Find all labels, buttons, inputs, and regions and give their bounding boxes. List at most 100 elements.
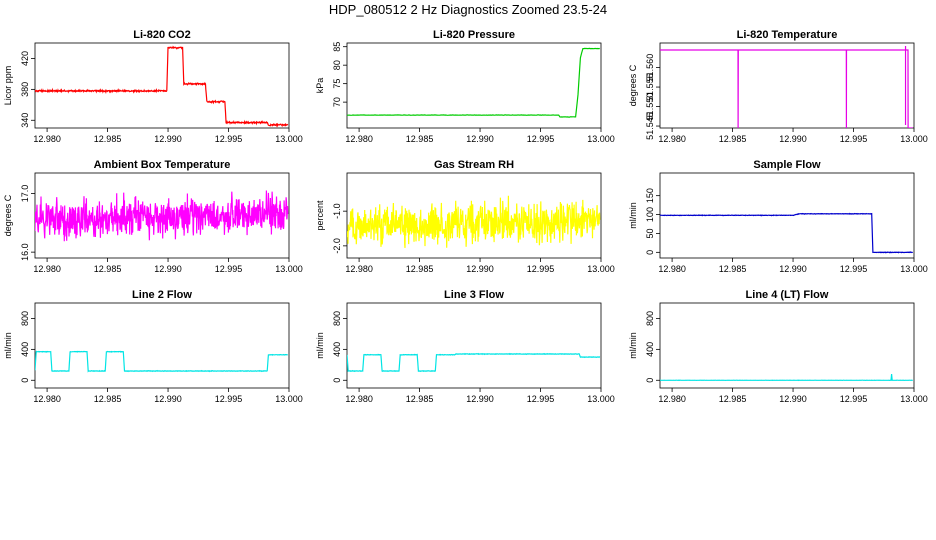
- panel-grid: Li-820 CO2 12.980 12.985 12.990 12.995 13.000…: [3, 29, 928, 404]
- x-tick-label: 12.985: [94, 394, 122, 404]
- x-tick-label: 12.980: [345, 394, 373, 404]
- y-tick-label: 51.545: [645, 112, 655, 140]
- y-tick-label: 51.560: [645, 54, 655, 82]
- chart-title: Sample Flow: [753, 159, 821, 171]
- chart-title: Gas Stream RH: [434, 159, 514, 171]
- x-tick-label: 12.995: [840, 394, 868, 404]
- y-tick-label: 70: [332, 97, 342, 107]
- y-tick-label: 51.550: [645, 93, 655, 121]
- chart-panel-1: Li-820 CO2 12.980 12.985 12.990 12.995 13.000…: [3, 29, 303, 144]
- y-tick-label: 340: [20, 113, 30, 128]
- x-tick-label: 12.995: [527, 394, 555, 404]
- y-tick-label: 16.0: [20, 243, 30, 261]
- y-tick-label: 400: [20, 342, 30, 357]
- x-tick-label: 12.990: [466, 134, 494, 144]
- y-axis-label: ml/min: [3, 332, 13, 359]
- chart-title: Line 4 (LT) Flow: [746, 289, 829, 301]
- x-tick-label: 12.995: [527, 134, 555, 144]
- y-tick-label: -1.0: [332, 203, 342, 219]
- x-tick-label: 12.990: [154, 264, 182, 274]
- chart-panel-5: Gas Stream RH 12.980 12.985 12.990 12.995 13.…: [315, 159, 615, 274]
- x-tick-label: 12.995: [840, 134, 868, 144]
- y-tick-label: 380: [20, 82, 30, 97]
- x-tick-label: 13.000: [587, 134, 615, 144]
- x-tick-label: 12.980: [658, 394, 686, 404]
- x-tick-label: 12.985: [719, 394, 747, 404]
- plot-frame: [34, 302, 290, 389]
- y-tick-label: 0: [20, 378, 30, 383]
- chart-title: Li-820 CO2: [133, 29, 190, 41]
- x-tick-label: 13.000: [587, 394, 615, 404]
- x-tick-label: 12.985: [719, 264, 747, 274]
- series-line: [660, 212, 913, 254]
- x-tick-label: 13.000: [275, 394, 303, 404]
- series-line: [35, 350, 288, 373]
- y-tick-label: 51.555: [645, 73, 655, 101]
- x-tick-label: 13.000: [900, 394, 928, 404]
- y-tick-label: 80: [332, 60, 342, 70]
- series-line: [347, 195, 601, 248]
- y-tick-label: 150: [645, 188, 655, 203]
- y-tick-label: 75: [332, 79, 342, 89]
- x-tick-label: 13.000: [900, 264, 928, 274]
- y-axis-label: degrees C: [3, 194, 13, 236]
- plot-frame: [34, 42, 290, 129]
- plot-frame: [659, 42, 915, 129]
- series-line: [35, 45, 289, 128]
- y-tick-label: 0: [645, 250, 655, 255]
- y-axis-label: ml/min: [315, 332, 325, 359]
- x-tick-label: 12.995: [527, 264, 555, 274]
- x-tick-label: 12.990: [779, 134, 807, 144]
- series-line: [347, 352, 601, 373]
- chart-panel-2: Li-820 Pressure 12.980 12.985 12.990 12.995 1…: [315, 29, 615, 144]
- x-tick-label: 12.990: [779, 394, 807, 404]
- plot-frame: [659, 172, 915, 259]
- y-tick-label: 0: [645, 378, 655, 383]
- plot-frame: [346, 172, 602, 259]
- plot-frame: [346, 302, 602, 389]
- plot-frame: [659, 302, 915, 389]
- y-axis-label: percent: [315, 200, 325, 231]
- y-tick-label: 85: [332, 42, 342, 52]
- x-tick-label: 12.990: [154, 134, 182, 144]
- y-axis-label: kPa: [315, 78, 325, 94]
- series-line: [347, 47, 600, 118]
- x-tick-label: 12.990: [466, 394, 494, 404]
- x-tick-label: 13.000: [587, 264, 615, 274]
- y-axis-label: degrees C: [628, 64, 638, 106]
- series-line: [35, 190, 289, 242]
- x-tick-label: 12.980: [33, 264, 61, 274]
- y-tick-label: 800: [332, 311, 342, 326]
- y-tick-label: 0: [332, 378, 342, 383]
- x-tick-label: 12.985: [406, 394, 434, 404]
- y-tick-label: 800: [645, 311, 655, 326]
- chart-panel-7: Line 2 Flow 12.980 12.985 12.990 12.995 13.00…: [3, 289, 303, 404]
- y-axis-label: ml/min: [628, 332, 638, 359]
- x-tick-label: 13.000: [275, 134, 303, 144]
- y-tick-label: 50: [645, 228, 655, 238]
- x-tick-label: 12.980: [658, 134, 686, 144]
- x-tick-label: 12.995: [215, 134, 243, 144]
- chart-title: Line 2 Flow: [132, 289, 192, 301]
- x-tick-label: 12.980: [658, 264, 686, 274]
- series-line: [660, 49, 913, 128]
- series-line: [660, 374, 913, 382]
- x-tick-label: 12.990: [779, 264, 807, 274]
- x-tick-label: 12.985: [94, 264, 122, 274]
- x-tick-label: 12.995: [215, 394, 243, 404]
- x-tick-label: 12.990: [466, 264, 494, 274]
- x-tick-label: 12.985: [406, 264, 434, 274]
- chart-panel-4: Ambient Box Temperature 12.980 12.985 12.99…: [3, 159, 303, 274]
- chart-title: Ambient Box Temperature: [94, 159, 231, 171]
- chart-panel-6: Sample Flow 12.980 12.985 12.990 12.995 13.00…: [628, 159, 928, 274]
- chart-title: Li-820 Temperature: [737, 29, 838, 41]
- y-tick-label: -2.0: [332, 238, 342, 254]
- y-tick-label: 400: [332, 342, 342, 357]
- x-tick-label: 12.980: [345, 134, 373, 144]
- x-tick-label: 12.985: [94, 134, 122, 144]
- y-tick-label: 400: [645, 342, 655, 357]
- y-tick-label: 420: [20, 51, 30, 66]
- chart-title: Line 3 Flow: [444, 289, 504, 301]
- chart-panel-9: Line 4 (LT) Flow 12.980 12.985 12.990 12.995…: [628, 289, 928, 404]
- x-tick-label: 12.985: [719, 134, 747, 144]
